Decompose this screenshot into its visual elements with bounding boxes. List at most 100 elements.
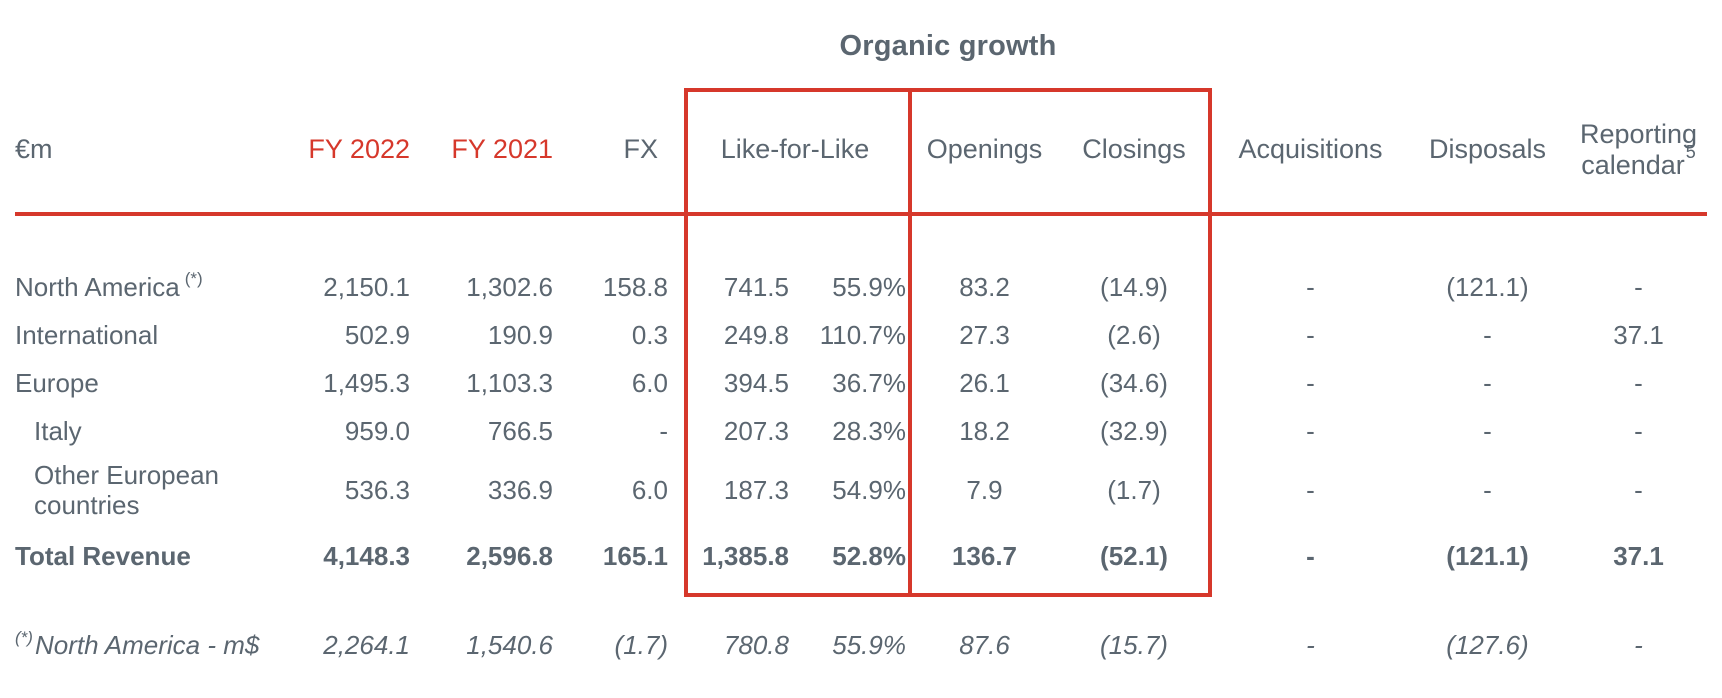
cell-disposals: (127.6) (1446, 630, 1529, 660)
row-label: Total Revenue (15, 541, 191, 571)
cell-openings: 136.7 (951, 541, 1018, 571)
table-row-footnote-north-america-usd: (*) North America - m$ 2,264.1 1,540.6 (1… (0, 615, 1712, 675)
table-row-international: International 502.9 190.9 0.3 249.8 110.… (0, 311, 1712, 359)
row-label: North America (*) (15, 268, 203, 303)
cell-lfl: 207.3 (723, 416, 789, 446)
cell-lfl-pct: 55.9% (832, 630, 906, 660)
cell-lfl-pct: 28.3% (832, 416, 906, 446)
column-header-disposals: Disposals (1428, 134, 1547, 164)
cell-fy2022: 1,495.3 (323, 368, 410, 398)
table-row-north-america: North America (*) 2,150.1 1,302.6 158.8 7… (0, 263, 1712, 311)
cell-openings: 18.2 (959, 416, 1010, 446)
table-row-europe: Europe 1,495.3 1,103.3 6.0 394.5 36.7% 2… (0, 359, 1712, 407)
cell-fy2022: 959.0 (344, 416, 410, 446)
cell-fy2021: 336.9 (487, 475, 553, 505)
cell-acquisitions: - (1306, 541, 1315, 571)
cell-lfl-pct: 55.9% (832, 272, 906, 302)
cell-acquisitions: - (1306, 272, 1315, 302)
cell-closings: (15.7) (1100, 630, 1168, 660)
cell-lfl-pct: 36.7% (832, 368, 906, 398)
cell-closings: (52.1) (1100, 541, 1168, 571)
cell-disposals: (121.1) (1446, 272, 1529, 302)
header-underline-rule (15, 212, 1707, 216)
cell-lfl: 741.5 (723, 272, 789, 302)
reporting-calendar-line2: calendar5 (1581, 141, 1696, 180)
cell-fx: 6.0 (631, 475, 668, 505)
column-header-fy2022: FY 2022 (308, 134, 410, 164)
table-header-row: €m FY 2022 FY 2021 FX Like-for-Like Open… (0, 103, 1712, 195)
cell-closings: (34.6) (1100, 368, 1168, 398)
cell-openings: 83.2 (959, 272, 1010, 302)
cell-lfl: 1,385.8 (702, 541, 789, 571)
cell-fy2021: 2,596.8 (466, 541, 553, 571)
cell-closings: (1.7) (1107, 475, 1161, 505)
cell-disposals: - (1483, 368, 1492, 398)
cell-disposals: - (1483, 320, 1492, 350)
cell-closings: (32.9) (1100, 416, 1168, 446)
cell-reporting: 37.1 (1613, 320, 1664, 350)
column-header-fy2021: FY 2021 (451, 134, 553, 164)
column-header-closings: Closings (1082, 134, 1186, 164)
spacer (668, 103, 684, 195)
column-header-acquisitions: Acquisitions (1238, 134, 1383, 164)
row-label: Italy (34, 416, 82, 446)
row-label: International (15, 320, 159, 350)
cell-fy2022: 536.3 (344, 475, 410, 505)
row-label: (*) North America - m$ (15, 627, 260, 661)
cell-fy2022: 2,264.1 (323, 630, 410, 660)
column-header-openings: Openings (926, 134, 1043, 164)
cell-acquisitions: - (1306, 630, 1315, 660)
cell-lfl: 394.5 (723, 368, 789, 398)
cell-lfl: 187.3 (723, 475, 789, 505)
cell-fx: 158.8 (602, 272, 668, 302)
organic-growth-title: Organic growth (839, 30, 1057, 62)
row-label: Other European countries (34, 460, 220, 520)
cell-closings: (14.9) (1100, 272, 1168, 302)
cell-reporting: - (1634, 475, 1643, 505)
table-row-total-revenue: Total Revenue 4,148.3 2,596.8 165.1 1,38… (0, 525, 1712, 587)
cell-fy2022: 4,148.3 (323, 541, 410, 571)
cell-fy2022: 502.9 (344, 320, 410, 350)
cell-reporting: - (1634, 630, 1643, 660)
cell-lfl-pct: 110.7% (819, 320, 906, 350)
footnote-ref-5: 5 (1685, 141, 1696, 162)
cell-lfl: 780.8 (723, 630, 789, 660)
cell-openings: 27.3 (959, 320, 1010, 350)
cell-acquisitions: - (1306, 475, 1315, 505)
cell-disposals: (121.1) (1446, 541, 1529, 571)
cell-openings: 26.1 (959, 368, 1010, 398)
row-label: Europe (15, 368, 99, 398)
table-row-other-european-countries: Other European countries 536.3 336.9 6.0… (0, 455, 1712, 525)
cell-fx: (1.7) (614, 630, 668, 660)
column-header-reporting-calendar: Reporting calendar5 (1565, 103, 1712, 195)
footnote-asterisk: (*) (184, 268, 203, 288)
table-body: North America (*) 2,150.1 1,302.6 158.8 7… (0, 216, 1712, 675)
organic-growth-box-divider (908, 88, 912, 597)
cell-fy2021: 1,302.6 (466, 272, 553, 302)
cell-closings: (2.6) (1107, 320, 1161, 350)
footnote-asterisk: (*) (15, 627, 33, 647)
cell-lfl-pct: 54.9% (832, 475, 906, 505)
cell-acquisitions: - (1306, 320, 1315, 350)
cell-openings: 87.6 (959, 630, 1010, 660)
cell-fy2022: 2,150.1 (323, 272, 410, 302)
organic-growth-highlight-box (684, 88, 1212, 597)
cell-acquisitions: - (1306, 368, 1315, 398)
cell-disposals: - (1483, 475, 1492, 505)
cell-reporting: 37.1 (1613, 541, 1664, 571)
cell-disposals: - (1483, 416, 1492, 446)
cell-fy2021: 190.9 (487, 320, 553, 350)
cell-fx: 6.0 (631, 368, 668, 398)
cell-lfl-pct: 52.8% (832, 541, 906, 571)
cell-reporting: - (1634, 272, 1643, 302)
cell-reporting: - (1634, 416, 1643, 446)
column-header-like-for-like: Like-for-Like (720, 134, 870, 164)
table-row-italy: Italy 959.0 766.5 - 207.3 28.3% 18.2 (32… (0, 407, 1712, 455)
unit-label: €m (15, 134, 53, 164)
cell-fx: 165.1 (602, 541, 668, 571)
cell-reporting: - (1634, 368, 1643, 398)
column-header-fx: FX (623, 134, 658, 164)
cell-fy2021: 1,103.3 (466, 368, 553, 398)
cell-openings: 7.9 (966, 475, 1003, 505)
